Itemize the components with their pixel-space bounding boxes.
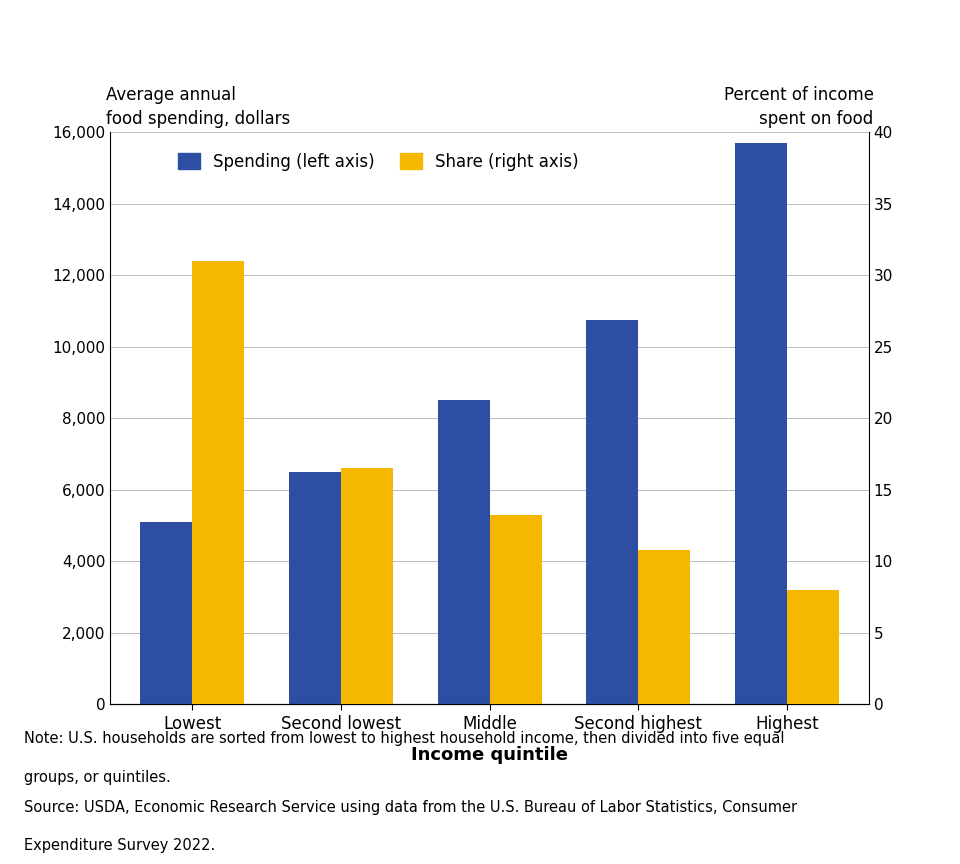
Bar bbox=[438, 400, 490, 704]
Bar bbox=[638, 550, 690, 704]
Text: Note: U.S. households are sorted from lowest to highest household income, then d: Note: U.S. households are sorted from lo… bbox=[24, 731, 784, 746]
Text: groups, or quintiles.: groups, or quintiles. bbox=[24, 771, 171, 785]
Text: U.S. DEPARTMENT OF AGRICULTURE: U.S. DEPARTMENT OF AGRICULTURE bbox=[696, 84, 882, 93]
Bar bbox=[587, 320, 638, 704]
Text: USDA: USDA bbox=[590, 29, 678, 58]
Bar bbox=[490, 515, 541, 704]
Legend: Spending (left axis), Share (right axis): Spending (left axis), Share (right axis) bbox=[172, 146, 586, 178]
Text: on food across U.S. households, 2022: on food across U.S. households, 2022 bbox=[24, 97, 480, 117]
Text: Average annual
food spending, dollars: Average annual food spending, dollars bbox=[106, 86, 290, 128]
Bar bbox=[735, 143, 787, 704]
Bar bbox=[341, 468, 393, 704]
Bar bbox=[787, 590, 839, 704]
Text: Percent of income
spent on food: Percent of income spent on food bbox=[724, 86, 874, 128]
Text: Source: USDA, Economic Research Service using data from the U.S. Bureau of Labor: Source: USDA, Economic Research Service … bbox=[24, 800, 797, 816]
Bar bbox=[289, 472, 341, 704]
Text: Expenditure Survey 2022.: Expenditure Survey 2022. bbox=[24, 838, 215, 854]
Text: Food spending and share of income spent: Food spending and share of income spent bbox=[24, 52, 531, 72]
X-axis label: Income quintile: Income quintile bbox=[411, 746, 568, 765]
Bar bbox=[140, 522, 192, 704]
Bar bbox=[192, 261, 244, 704]
Text: Economic Research Service: Economic Research Service bbox=[696, 36, 930, 51]
